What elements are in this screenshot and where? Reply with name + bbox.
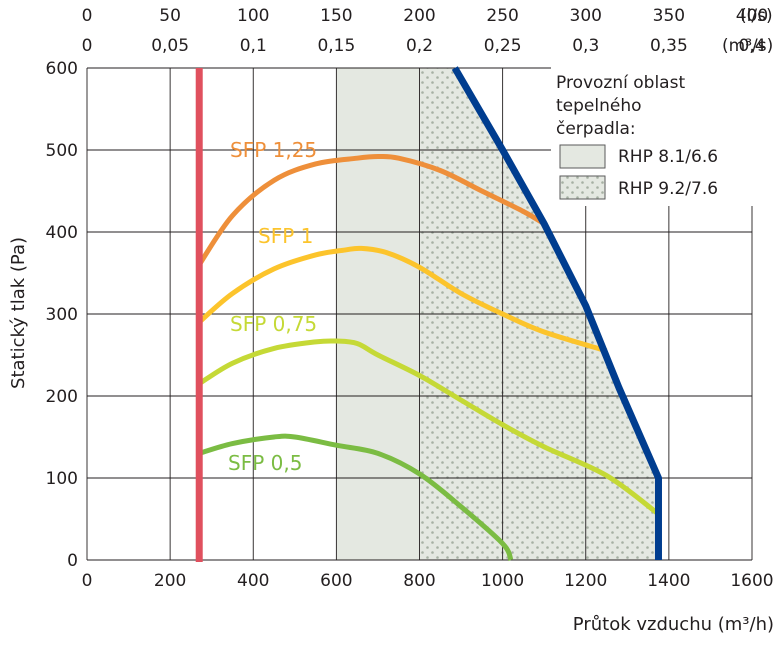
y-tick-label: 600 [46, 59, 78, 79]
legend-label-rhp-81: RHP 8.1/6.6 [618, 147, 718, 167]
legend-title-line-2: tepelného [556, 96, 642, 116]
x-tick-label: 1600 [730, 571, 773, 591]
x-tick-label: 600 [320, 571, 352, 591]
top-tick-label-m3s: 0,1 [240, 36, 267, 56]
top-tick-label-m3s: 0,2 [406, 36, 433, 56]
top-tick-label-ls: 0 [82, 6, 93, 26]
series-label-sfp-05: SFP 0,5 [228, 451, 302, 475]
top-axis-unit-m3s: (m³/s) [722, 36, 773, 56]
top-tick-label-ls: 50 [159, 6, 181, 26]
top-tick-label-ls: 300 [570, 6, 602, 26]
x-tick-label: 200 [154, 571, 186, 591]
y-tick-label: 500 [46, 141, 78, 161]
legend-label-rhp-92: RHP 9.2/7.6 [618, 179, 718, 199]
x-tick-label: 1200 [564, 571, 607, 591]
top-tick-label-m3s: 0,4 [738, 36, 765, 56]
top-tick-label-ls: 350 [653, 6, 685, 26]
x-tick-label: 1000 [481, 571, 524, 591]
series-label-sfp-125: SFP 1,25 [230, 138, 317, 162]
top-tick-label-m3s: 0,35 [650, 36, 688, 56]
top-axis-unit-ls: (l/s) [740, 6, 773, 26]
top-tick-label-ls: 100 [237, 6, 269, 26]
series-lines [195, 66, 662, 562]
x-tick-label: 0 [82, 571, 93, 591]
top-tick-label-ls: 250 [486, 6, 518, 26]
legend-title-line-3: čerpadla: [556, 119, 636, 139]
legend-title-line-1: Provozní oblast [556, 73, 685, 93]
y-tick-label: 0 [67, 551, 78, 571]
series-label-sfp-075: SFP 0,75 [230, 312, 317, 336]
x-tick-label: 1400 [647, 571, 690, 591]
max-curve-line [451, 66, 662, 560]
x-tick-label: 800 [403, 571, 435, 591]
top-tick-label-ls: 200 [403, 6, 435, 26]
y-tick-label: 200 [46, 387, 78, 407]
y-axis-title: Statický tlak (Pa) [8, 237, 29, 389]
top-tick-label-m3s: 0,3 [572, 36, 599, 56]
y-tick-label: 400 [46, 223, 78, 243]
legend: Provozní oblast tepelného čerpadla: RHP … [551, 66, 763, 206]
legend-swatch-rhp-81 [559, 144, 606, 169]
series-line-sfp-125 [197, 153, 546, 267]
series-line-sfp-05 [198, 433, 514, 562]
top-tick-label-ls: 150 [320, 6, 352, 26]
top-tick-label-m3s: 0 [82, 36, 93, 56]
top-tick-label-m3s: 0,15 [317, 36, 355, 56]
y-tick-label: 100 [46, 469, 78, 489]
y-tick-label: 300 [46, 305, 78, 325]
series-line-sfp-1 [197, 245, 608, 354]
top-tick-label-m3s: 0,25 [484, 36, 522, 56]
x-axis-title: Průtok vzduchu (m³/h) [573, 614, 774, 635]
tick-labels: 0 200 400 600 800 1000 1200 1400 160001002003004… [46, 6, 774, 591]
legend-swatch-rhp-92 [559, 175, 606, 200]
series-label-sfp-1: SFP 1 [258, 224, 313, 248]
top-tick-label-ls: 400 [736, 6, 768, 26]
x-tick-label: 400 [237, 571, 269, 591]
series-line-sfp-075 [197, 338, 658, 515]
top-tick-label-m3s: 0,05 [151, 36, 189, 56]
